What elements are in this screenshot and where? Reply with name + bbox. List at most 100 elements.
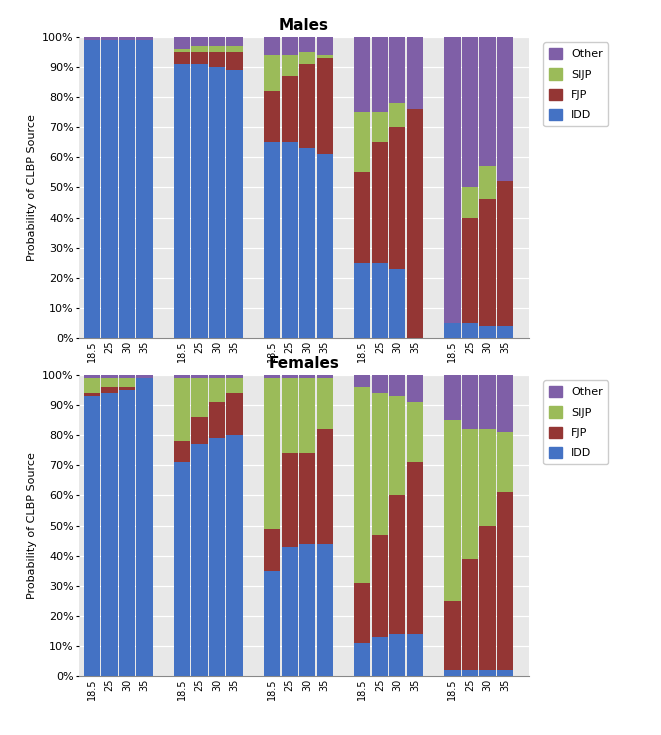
Bar bbox=[371, 637, 388, 676]
Bar bbox=[136, 378, 153, 676]
Bar bbox=[354, 387, 370, 583]
Text: 20 Years: 20 Years bbox=[95, 396, 141, 406]
Bar bbox=[101, 40, 118, 338]
Bar bbox=[282, 375, 298, 378]
Bar bbox=[444, 375, 461, 420]
Text: 65 Years: 65 Years bbox=[365, 396, 412, 406]
Bar bbox=[389, 37, 405, 103]
Legend: Other, SIJP, FJP, IDD: Other, SIJP, FJP, IDD bbox=[543, 43, 608, 126]
Bar bbox=[119, 378, 135, 387]
Bar bbox=[317, 378, 333, 429]
Bar bbox=[354, 37, 370, 112]
Bar bbox=[497, 492, 513, 670]
Bar bbox=[444, 420, 461, 601]
Bar bbox=[209, 37, 225, 46]
Bar bbox=[407, 109, 423, 338]
Bar bbox=[354, 583, 370, 643]
Bar bbox=[479, 199, 496, 326]
Bar bbox=[209, 438, 225, 676]
Bar bbox=[371, 375, 388, 393]
Bar bbox=[264, 143, 280, 338]
Bar bbox=[119, 375, 135, 378]
Bar bbox=[389, 375, 405, 396]
Bar bbox=[462, 218, 478, 323]
Bar bbox=[462, 670, 478, 676]
Bar bbox=[371, 393, 388, 534]
Bar bbox=[192, 444, 208, 676]
Bar bbox=[354, 112, 370, 173]
Bar bbox=[227, 378, 243, 393]
Bar bbox=[84, 393, 100, 396]
Text: 80 Years: 80 Years bbox=[455, 396, 502, 406]
Bar bbox=[84, 40, 100, 338]
Bar bbox=[407, 462, 423, 634]
Bar bbox=[119, 390, 135, 676]
Bar bbox=[354, 643, 370, 676]
Bar bbox=[264, 55, 280, 91]
Bar bbox=[84, 396, 100, 676]
Bar bbox=[299, 378, 315, 453]
Bar bbox=[462, 323, 478, 338]
Bar bbox=[227, 51, 243, 70]
Bar bbox=[317, 55, 333, 58]
Bar bbox=[209, 378, 225, 402]
Bar bbox=[407, 375, 423, 402]
Y-axis label: Probability of CLBP Source: Probability of CLBP Source bbox=[26, 114, 36, 261]
Bar bbox=[462, 559, 478, 670]
Bar bbox=[389, 103, 405, 127]
Bar bbox=[282, 143, 298, 338]
Bar bbox=[317, 58, 333, 154]
Bar bbox=[136, 40, 153, 338]
Bar bbox=[389, 495, 405, 634]
Bar bbox=[84, 37, 100, 40]
Bar bbox=[317, 154, 333, 338]
Bar bbox=[371, 37, 388, 112]
Bar bbox=[479, 326, 496, 338]
Bar bbox=[192, 46, 208, 51]
Bar bbox=[444, 37, 461, 323]
Bar bbox=[389, 269, 405, 338]
Bar bbox=[209, 46, 225, 51]
Bar bbox=[174, 51, 190, 64]
Bar bbox=[84, 378, 100, 393]
Bar bbox=[227, 435, 243, 676]
Bar bbox=[174, 37, 190, 49]
Bar bbox=[192, 417, 208, 444]
Bar bbox=[209, 402, 225, 438]
Title: Males: Males bbox=[279, 18, 329, 33]
Bar bbox=[192, 51, 208, 64]
Bar bbox=[407, 402, 423, 462]
Bar bbox=[282, 547, 298, 676]
Bar bbox=[192, 64, 208, 338]
Bar bbox=[389, 396, 405, 495]
Bar bbox=[174, 441, 190, 462]
Bar bbox=[264, 528, 280, 571]
Bar bbox=[299, 51, 315, 64]
Bar bbox=[282, 55, 298, 76]
Bar bbox=[299, 453, 315, 544]
Text: 35 Years: 35 Years bbox=[185, 396, 232, 406]
Bar bbox=[354, 263, 370, 338]
Bar bbox=[371, 534, 388, 637]
Bar bbox=[119, 387, 135, 390]
Bar bbox=[497, 375, 513, 432]
Bar bbox=[497, 182, 513, 326]
Bar bbox=[227, 375, 243, 378]
Bar bbox=[101, 387, 118, 393]
Bar bbox=[264, 37, 280, 55]
Bar bbox=[264, 91, 280, 143]
Bar bbox=[227, 46, 243, 51]
Bar bbox=[209, 375, 225, 378]
Legend: Other, SIJP, FJP, IDD: Other, SIJP, FJP, IDD bbox=[543, 381, 608, 464]
Bar bbox=[462, 375, 478, 429]
Bar bbox=[389, 127, 405, 269]
Bar bbox=[354, 375, 370, 387]
Bar bbox=[407, 634, 423, 676]
Bar bbox=[299, 148, 315, 338]
Bar bbox=[317, 37, 333, 55]
Bar bbox=[282, 453, 298, 547]
Bar bbox=[227, 70, 243, 338]
Bar bbox=[227, 37, 243, 46]
Bar bbox=[101, 375, 118, 378]
Bar bbox=[264, 375, 280, 378]
